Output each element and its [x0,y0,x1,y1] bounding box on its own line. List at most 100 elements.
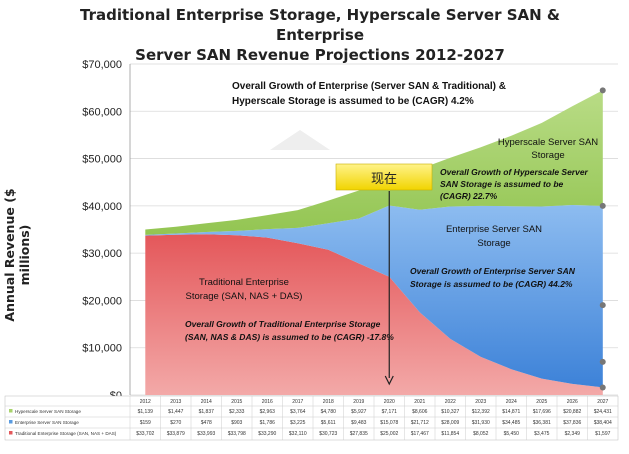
traditional-growth-line-2: (SAN, NAS & DAS) is assumed to be (CAGR)… [185,332,394,342]
table-cell: $34,485 [502,420,520,426]
table-cell: $1,837 [199,409,215,415]
series-end-marker [599,87,606,94]
table-cell: $20,882 [563,409,581,415]
table-cell: $3,475 [534,431,550,437]
series-mid-marker [599,358,606,365]
table-cell: $1,139 [138,409,154,415]
x-tick-label: 2015 [231,399,242,405]
table-cell: $37,836 [563,420,581,426]
x-tick-label: 2017 [292,399,303,405]
table-row-label: Traditional Enterprise Storage (SAN, NAS… [15,431,117,436]
series-end-marker [599,202,606,209]
data-table-frame [4,395,619,441]
y-tick-label: $40,000 [82,201,122,213]
table-cell: $1,786 [260,420,276,426]
table-cell: $38,404 [594,420,612,426]
table-cell: $8,052 [473,431,489,437]
table-cell: $27,835 [350,431,368,437]
enterprise-server-san-growth-line-2: Storage is assumed to be (CAGR) 44.2% [410,279,573,289]
table-cell: $24,431 [594,409,612,415]
table-cell: $5,611 [321,420,336,426]
table-cell: $159 [140,420,151,426]
table-cell: $14,871 [502,409,520,415]
y-tick-labels: $0$10,000$20,000$30,000$40,000$50,000$60… [82,59,122,402]
table-cell: $2,963 [260,409,276,415]
now-label-box [335,163,433,191]
table-cell: $4,780 [321,409,337,415]
table-legend-swatch [9,431,13,435]
traditional-label-line-1: Traditional Enterprise [199,277,289,288]
x-tick-label: 2019 [353,399,364,405]
data-table: 2012 2013 2014 2015 2016 2017 2018 2019 2020 2021… [4,395,619,441]
x-tick-label: 2012 [140,399,151,405]
table-cell: $28,009 [441,420,459,426]
now-label: 现在 [371,172,397,187]
series-end-marker [599,384,606,391]
x-tick-label: 2021 [414,399,425,405]
table-cell: $8,606 [412,409,428,415]
chart-title-line-2: Server SAN Revenue Projections 2012-2027 [135,46,505,64]
series-areas [145,90,603,395]
enterprise-server-san-label-line-2: Storage [477,238,510,249]
area-traditional-storage [145,234,603,395]
hyperscale-growth-note-line-1: Overall Growth of Hyperscale Server [440,167,589,177]
table-cell: $30,723 [319,431,337,437]
area-hyperscale-server-san [145,90,603,235]
x-tick-label: 2020 [384,399,395,405]
table-cell: $31,930 [472,420,490,426]
x-tick-label: 2025 [536,399,547,405]
table-cell: $3,225 [290,420,306,426]
y-tick-label: $70,000 [82,59,122,71]
table-cell: $7,171 [382,409,398,415]
table-cell: $10,327 [441,409,459,415]
x-tick-label: 2013 [170,399,181,405]
now-arrow-head [384,375,394,386]
table-cell: $3,764 [290,409,306,415]
table-cell: $32,110 [289,431,307,437]
now-marker: 现在 [335,163,433,386]
hyperscale-label-line-1: Hyperscale Server SAN [498,137,598,148]
hyperscale-growth-note-line-3: (CAGR) 22.7% [440,191,498,201]
series-end-markers [599,87,606,391]
y-tick-label: $10,000 [82,343,122,355]
x-tick-label: 2014 [201,399,212,405]
table-row-label: Hyperscale Server SAN Storage [15,409,81,414]
y-tick-label: $50,000 [82,154,122,166]
table-cell: $1,597 [595,431,611,437]
table-cell: $17,467 [411,431,429,437]
x-tick-label: 2018 [323,399,334,405]
table-cell: $2,349 [565,431,581,437]
table-cell: $2,333 [229,409,245,415]
table-cell: $1,447 [168,409,184,415]
table-cell: $17,696 [533,409,551,415]
table-cell: $15,078 [380,420,398,426]
table-cell: $33,879 [167,431,185,437]
x-tick-label: 2024 [506,399,517,405]
watermark-shape [270,130,330,150]
chart-title-line-1: Traditional Enterprise Storage, Hypersca… [80,6,560,44]
table-cell: $903 [231,420,242,426]
traditional-label-line-2: Storage (SAN, NAS + DAS) [186,291,303,302]
table-cell: $25,002 [380,431,398,437]
table-cell: $21,712 [411,420,429,426]
table-row-label: Enterprise Server SAN Storage [15,420,79,425]
table-cell: $36,381 [533,420,551,426]
table-legend-swatch [9,409,13,413]
x-tick-label: 2016 [262,399,273,405]
table-cell: $11,854 [441,431,459,437]
y-tick-label: $20,000 [82,295,122,307]
x-tick-label: 2027 [597,399,608,405]
annotations: Overall Growth of Enterprise (Server SAN… [185,81,598,342]
table-cell: $33,702 [136,431,154,437]
area-enterprise-server-san [145,205,603,388]
traditional-growth-line-1: Overall Growth of Traditional Enterprise… [185,319,381,329]
x-tick-label: 2023 [475,399,486,405]
table-cell: $5,450 [504,431,520,437]
y-tick-label: $60,000 [82,106,122,118]
y-tick-label: $30,000 [82,248,122,260]
table-cell: $33,290 [258,431,276,437]
enterprise-server-san-growth-line-1: Overall Growth of Enterprise Server SAN [410,266,576,276]
table-cell: $12,392 [472,409,490,415]
hyperscale-growth-note-line-2: SAN Storage is assumed to be [440,179,564,189]
